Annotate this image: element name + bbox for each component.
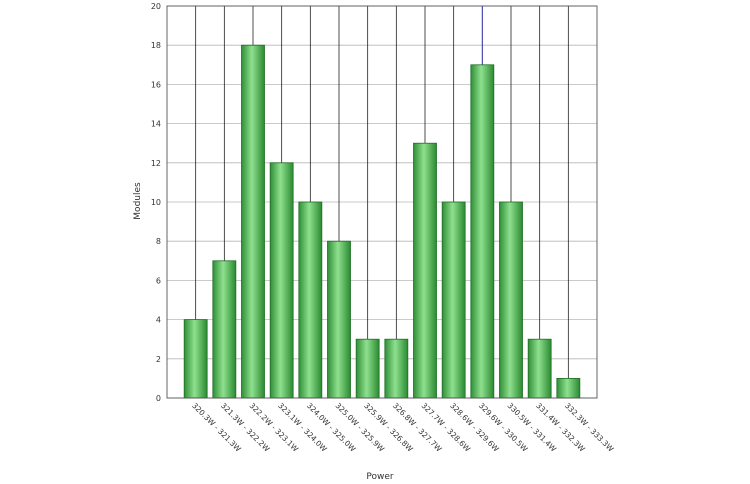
x-tick-label: 323.1W - 324.0W — [276, 401, 329, 454]
x-tick-label: 325.0W - 325.9W — [334, 401, 387, 454]
bar — [269, 162, 294, 399]
y-tick-label: 20 — [151, 2, 161, 11]
x-tick-label: 328.6W - 329.6W — [448, 401, 501, 454]
y-tick-label: 12 — [151, 159, 161, 168]
x-tick-label: 327.7W - 328.6W — [420, 401, 473, 454]
axes — [166, 5, 598, 399]
x-tick-label: 329.6W - 330.5W — [477, 401, 530, 454]
y-tick-label: 18 — [151, 41, 161, 50]
bar — [241, 44, 265, 399]
bar — [527, 338, 552, 399]
bar — [470, 64, 495, 399]
y-tick-label: 4 — [156, 316, 161, 325]
y-tick-label: 0 — [156, 394, 161, 403]
x-tick-label: 325.9W - 326.8W — [362, 401, 415, 454]
bar — [183, 319, 208, 399]
bar — [556, 377, 581, 399]
x-tick-label: 332.3W - 333.3W — [563, 401, 616, 454]
bar — [355, 338, 380, 399]
x-axis-title: Power — [366, 472, 394, 482]
x-tick-label: 324.0W - 325.0W — [305, 401, 358, 454]
y-axis-title: Modules — [133, 182, 143, 220]
y-tick-label: 6 — [156, 276, 161, 285]
y-tick-label: 16 — [151, 80, 161, 89]
bar — [298, 201, 323, 399]
bar — [212, 260, 237, 399]
bar — [441, 201, 466, 399]
plot-frame — [166, 5, 598, 399]
x-tick-label: 320.3W - 321.3W — [190, 401, 243, 454]
x-tick-label: 331.4W - 332.3W — [534, 401, 587, 454]
y-tick-label: 2 — [156, 355, 161, 364]
x-tick-label: 322.2W - 323.1W — [248, 401, 301, 454]
y-tick-label: 8 — [156, 237, 161, 246]
y-tick-label: 14 — [151, 120, 161, 129]
bar — [327, 240, 351, 399]
bar — [413, 142, 437, 399]
x-tick-label: 326.8W - 327.7W — [391, 401, 444, 454]
x-tick-label: 321.3W - 322.2W — [219, 401, 272, 454]
bar — [499, 201, 523, 399]
y-tick-label: 10 — [151, 198, 161, 207]
bars — [183, 44, 581, 399]
x-tick-label: 330.5W - 331.4W — [506, 401, 559, 454]
bar — [384, 338, 409, 399]
